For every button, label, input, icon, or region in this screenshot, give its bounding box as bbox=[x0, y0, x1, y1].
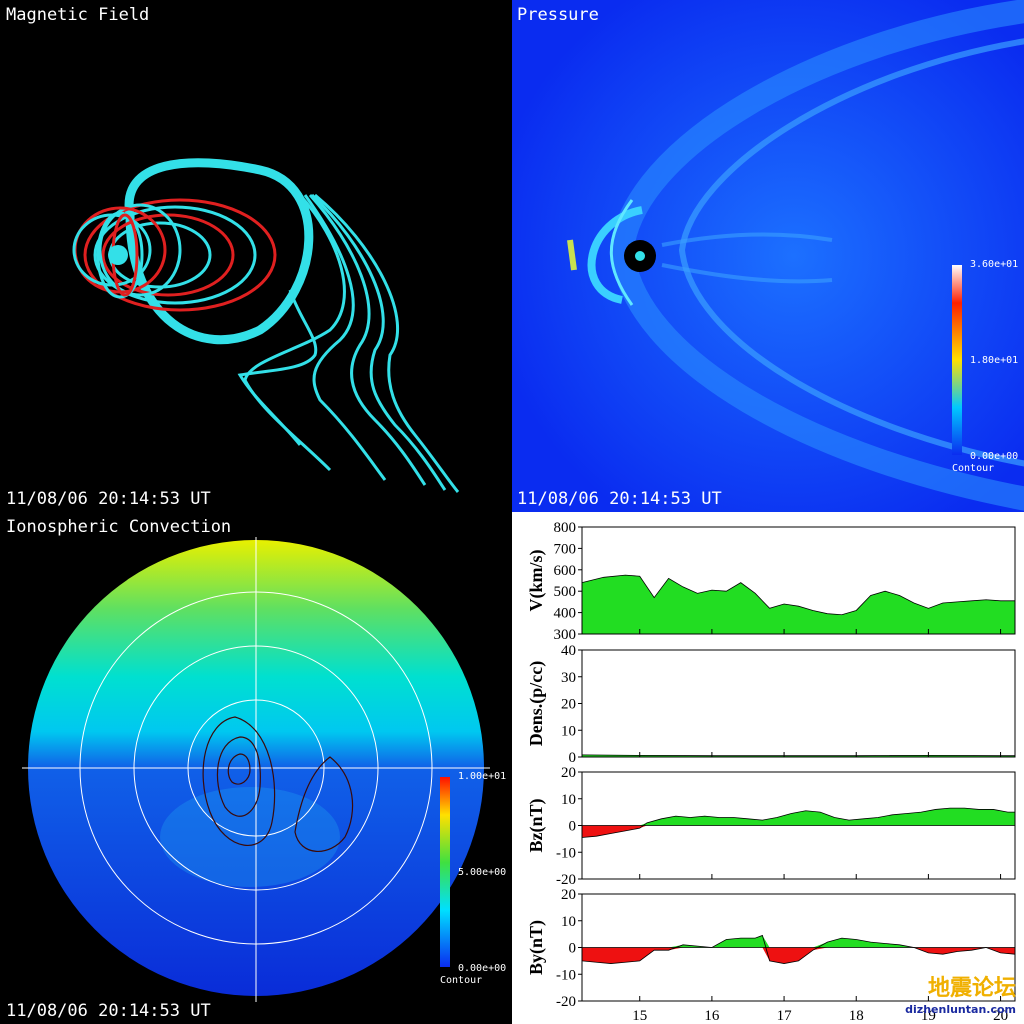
convection-colorbar bbox=[440, 777, 450, 967]
series-area-neg bbox=[582, 947, 1015, 964]
y-tick-label: 800 bbox=[554, 520, 577, 536]
y-tick-label: -10 bbox=[556, 845, 576, 861]
series-line bbox=[581, 574, 1015, 616]
series-area bbox=[582, 575, 1015, 634]
solar-wind-timeseries-panel: 300 400 500 600 700 800 V(km/s) 0 10 20 30 40 Dens.(… bbox=[512, 512, 1024, 1024]
y-tick-label: 300 bbox=[554, 627, 577, 643]
x-tick-label: 15 bbox=[632, 1008, 647, 1024]
plot-frame bbox=[581, 526, 1016, 635]
y-tick-label: -20 bbox=[556, 994, 576, 1010]
y-axis-label: By(nT) bbox=[526, 920, 547, 975]
y-tick-label: 30 bbox=[561, 670, 576, 686]
timestamp: 11/08/06 20:14:53 UT bbox=[6, 1001, 211, 1021]
x-tick-label: 19 bbox=[921, 1008, 936, 1024]
y-tick-label: 600 bbox=[554, 563, 577, 579]
open-field-lines bbox=[237, 193, 460, 493]
colorbar-max-label: 1.00e+01 bbox=[458, 771, 507, 782]
colorbar-caption: Contour bbox=[440, 975, 483, 986]
pressure-panel: 3.60e+01 1.80e+01 0.00e+00 Contour Press… bbox=[512, 0, 1024, 512]
x-tick-label: 17 bbox=[777, 1008, 793, 1024]
magnetic-field-panel: Magnetic Field 11/08/06 20:14:53 UT bbox=[0, 0, 512, 512]
colorbar-min-label: 0.00e+00 bbox=[970, 451, 1019, 462]
pressure-contour-plot bbox=[512, 0, 1024, 512]
y-tick-label: -10 bbox=[556, 967, 576, 983]
ionospheric-convection-panel: 1.00e+01 5.00e+00 0.00e+00 Contour Ionos… bbox=[0, 512, 512, 1024]
y-tick-label: 10 bbox=[561, 792, 576, 808]
watermark-url: dizhenluntan.com bbox=[905, 1003, 1016, 1016]
x-tick-label: 20 bbox=[993, 1008, 1008, 1024]
y-tick-label: -20 bbox=[556, 872, 576, 888]
y-axis-label: V(km/s) bbox=[526, 549, 547, 611]
y-axis-label: Dens.(p/cc) bbox=[526, 661, 547, 746]
colorbar-mid-label: 1.80e+01 bbox=[970, 355, 1019, 366]
series-area-pos bbox=[582, 935, 1015, 948]
y-tick-label: 10 bbox=[561, 914, 576, 930]
colorbar-min-label: 0.00e+00 bbox=[458, 963, 507, 974]
y-tick-label: 10 bbox=[561, 723, 576, 739]
y-tick-label: 0 bbox=[569, 750, 577, 766]
magnetic-field-lines bbox=[72, 158, 460, 493]
panel-title: Ionospheric Convection bbox=[6, 517, 232, 537]
y-tick-label: 700 bbox=[554, 541, 577, 557]
panel-title: Magnetic Field bbox=[6, 5, 150, 25]
y-tick-label: 40 bbox=[561, 643, 576, 659]
series-line bbox=[581, 754, 1015, 757]
y-tick-label: 500 bbox=[554, 584, 577, 600]
watermark-logo: 地震论坛 bbox=[927, 976, 1016, 1001]
y-tick-label: 0 bbox=[569, 819, 577, 835]
y-tick-label: 20 bbox=[561, 765, 576, 781]
y-tick-label: 0 bbox=[569, 941, 577, 957]
earth-marker bbox=[108, 245, 128, 265]
pressure-colorbar bbox=[952, 265, 962, 455]
panel-title: Pressure bbox=[517, 5, 599, 25]
colorbar-mid-label: 5.00e+00 bbox=[458, 867, 507, 878]
x-tick-label: 18 bbox=[849, 1008, 864, 1024]
closed-field-lines bbox=[72, 198, 277, 312]
series-line bbox=[581, 934, 1016, 964]
series-line bbox=[581, 807, 1015, 838]
colorbar-caption: Contour bbox=[952, 463, 995, 474]
timestamp: 11/08/06 20:14:53 UT bbox=[517, 489, 722, 509]
series-area-neg bbox=[582, 825, 1015, 838]
ionospheric-polar-plot bbox=[22, 537, 490, 1002]
timestamp: 11/08/06 20:14:53 UT bbox=[6, 489, 211, 509]
potential-contours bbox=[202, 716, 354, 852]
x-tick-label: 16 bbox=[704, 1008, 720, 1024]
colorbar-max-label: 3.60e+01 bbox=[970, 259, 1019, 270]
series-area-pos bbox=[582, 808, 1015, 826]
outer-field-loop bbox=[124, 158, 314, 345]
y-tick-label: 20 bbox=[561, 697, 576, 713]
magnetosheath bbox=[609, 0, 1024, 511]
y-axis-label: Bz(nT) bbox=[526, 798, 547, 852]
y-tick-label: 400 bbox=[554, 606, 577, 622]
plot-frame bbox=[581, 649, 1016, 758]
bow-shock bbox=[587, 206, 643, 304]
solar-wind-charts: 300 400 500 600 700 800 V(km/s) 0 10 20 30 40 Dens.(… bbox=[526, 520, 1016, 1024]
y-tick-label: 20 bbox=[561, 887, 576, 903]
